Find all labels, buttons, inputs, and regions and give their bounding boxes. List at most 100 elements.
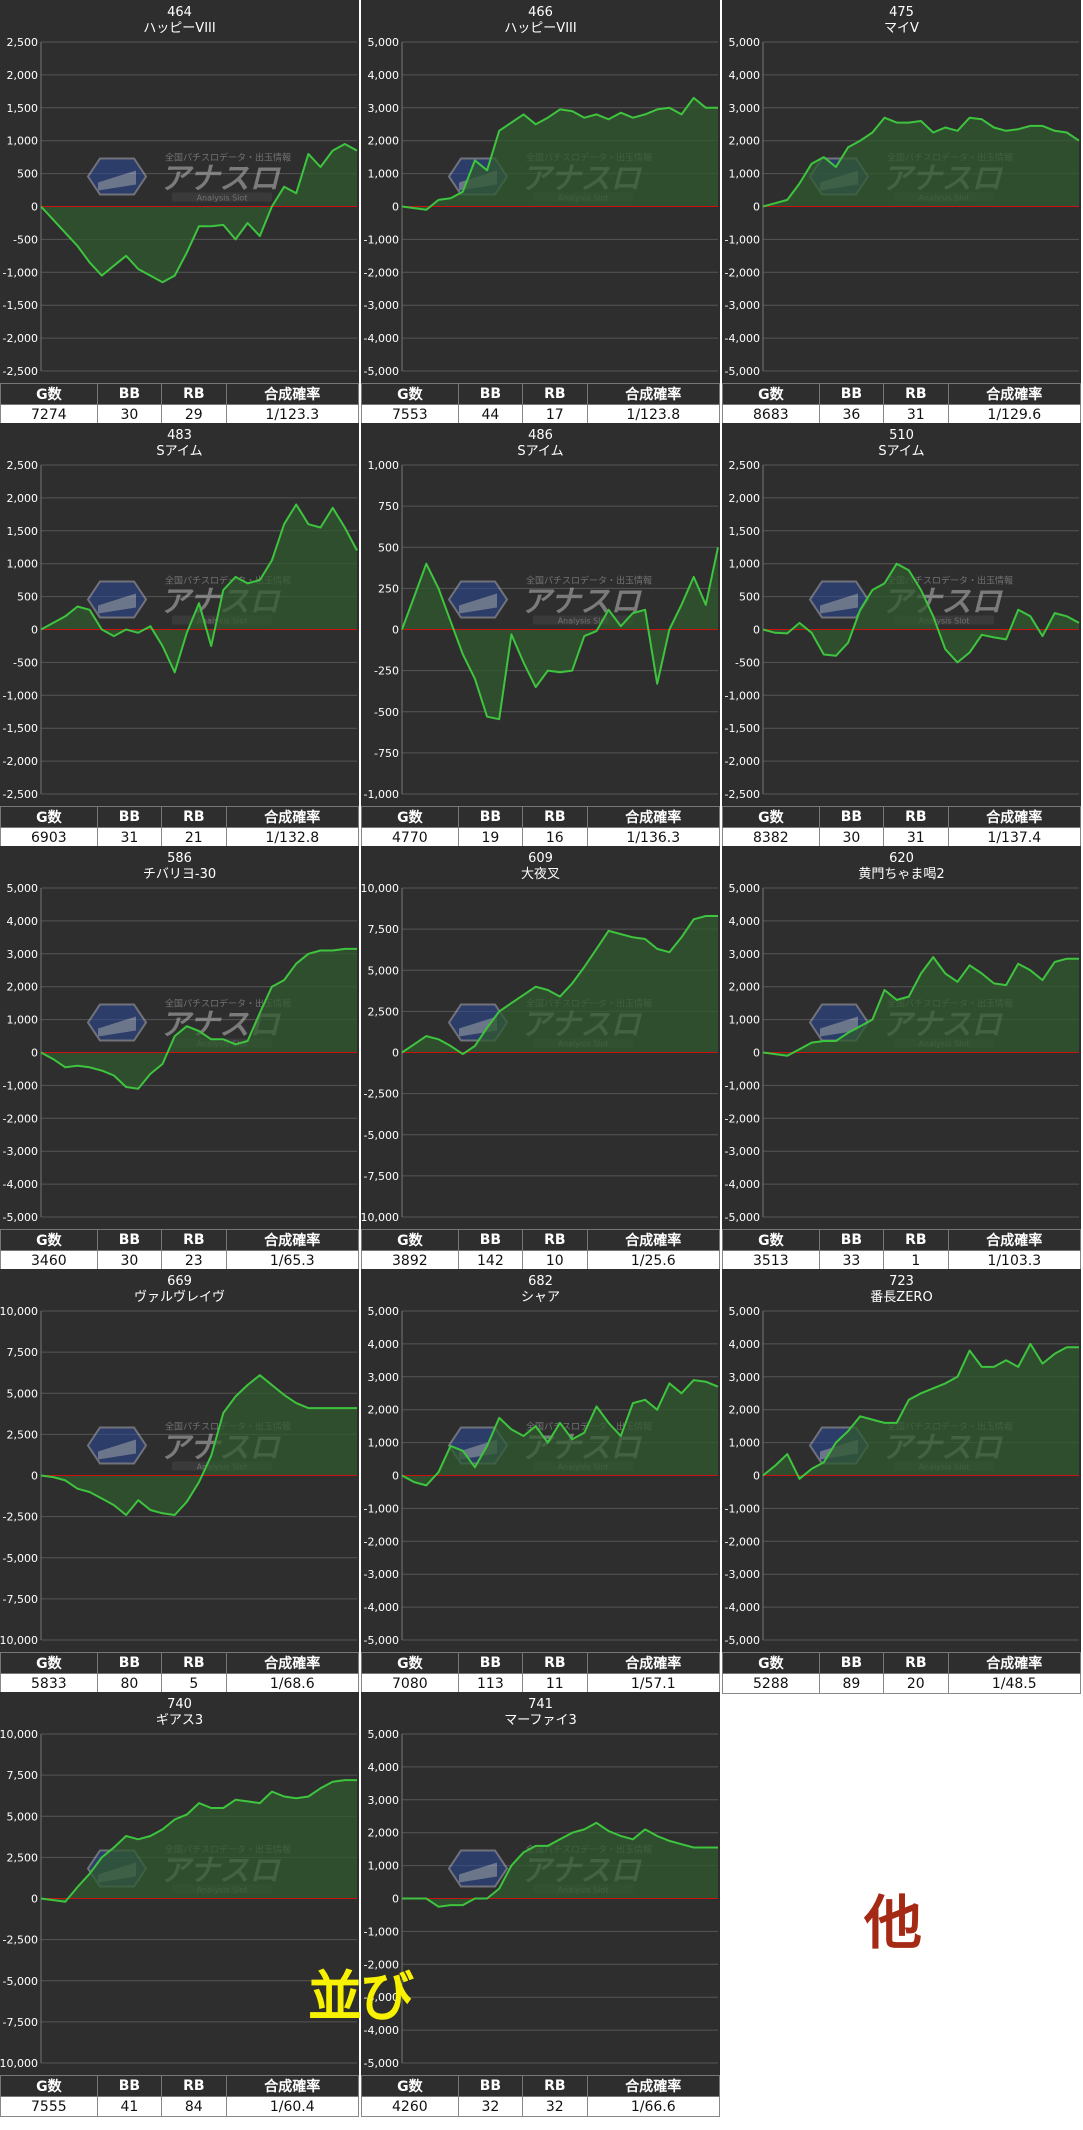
machine-number: 510 [889, 428, 914, 443]
g-count-header: G数 [0, 806, 98, 828]
y-tick-label: 1,000 [729, 558, 761, 571]
y-tick-label: 2,000 [368, 135, 400, 148]
g-count-header: G数 [361, 1229, 459, 1251]
y-tick-label: -2,000 [3, 1112, 38, 1125]
area-fill [763, 563, 1079, 663]
series-line [401, 547, 719, 721]
y-tick-label: -5,000 [364, 1129, 399, 1142]
y-tick-label: -5,000 [725, 365, 760, 378]
chart-panel-466: 466 ハッピーVIII 5,000 4,000 3,000 2,000 1,000 0 -1,… [361, 0, 721, 425]
y-tick-label: -5,000 [725, 1634, 760, 1647]
g-count-value: 4770 [361, 827, 459, 848]
combined-rate-header: 合成確率 [225, 2075, 360, 2097]
y-tick-label: 1,000 [729, 168, 761, 181]
machine-name: シャア [521, 1290, 560, 1305]
y-tick-label: 4,000 [729, 69, 761, 82]
machine-name: ヴァルヴレイヴ [134, 1289, 225, 1305]
g-count-header: G数 [0, 1652, 98, 1674]
bb-value: 36 [818, 404, 885, 425]
rb-header: RB [522, 2075, 588, 2097]
combined-rate-value: 1/25.6 [586, 1250, 721, 1271]
y-tick-label: 0 [392, 201, 399, 214]
y-tick-label: 7,500 [7, 1769, 39, 1782]
area-fill [41, 504, 357, 673]
stats-table: G数 BB RB 合成確率 3513 33 1 1/103.3 [722, 1229, 1082, 1271]
y-tick-label: -1,000 [725, 1502, 760, 1515]
y-tick-label: 250 [378, 582, 399, 595]
y-tick-label: 5,000 [368, 964, 400, 977]
g-count-header: G数 [722, 383, 820, 405]
series-line [401, 1379, 719, 1487]
bb-header: BB [96, 806, 163, 828]
y-tick-label: -4,000 [364, 2024, 399, 2037]
y-tick-label: 4,000 [729, 915, 761, 928]
y-tick-label: 500 [17, 168, 38, 181]
bb-header: BB [457, 383, 524, 405]
combined-rate-header: 合成確率 [586, 1652, 721, 1674]
y-tick-label: 1,000 [368, 1860, 400, 1873]
y-tick-label: -10,000 [0, 1634, 38, 1647]
y-tick-label: -3,000 [725, 1145, 760, 1158]
y-tick-label: 0 [31, 1893, 38, 1906]
series-line [762, 562, 1080, 664]
y-tick-label: 2,500 [7, 1851, 39, 1864]
y-tick-label: 4,000 [368, 1338, 400, 1351]
y-tick-label: -2,000 [725, 755, 760, 768]
y-tick-label: 1,000 [7, 558, 39, 571]
y-tick-label: -3,000 [364, 1991, 399, 2004]
rb-value: 17 [522, 404, 588, 425]
rb-value: 32 [522, 2096, 588, 2117]
stats-table: G数 BB RB 合成確率 7274 30 29 1/123.3 [0, 383, 360, 425]
stats-table: G数 BB RB 合成確率 7555 41 84 1/60.4 [0, 2075, 360, 2117]
y-tick-label: 5,000 [368, 1728, 400, 1741]
bb-value: 32 [457, 2096, 524, 2117]
bb-header: BB [96, 2075, 163, 2097]
y-tick-label: -3,000 [364, 1568, 399, 1581]
y-tick-label: -5,000 [364, 1634, 399, 1647]
rb-header: RB [522, 1229, 588, 1251]
machine-number: 483 [167, 428, 192, 443]
combined-rate-value: 1/136.3 [586, 827, 721, 848]
g-count-value: 5288 [722, 1673, 820, 1694]
y-tick-label: -750 [374, 747, 399, 760]
y-tick-label: -1,000 [725, 689, 760, 702]
y-tick-label: 2,500 [368, 1005, 400, 1018]
combined-rate-value: 1/137.4 [947, 827, 1082, 848]
watermark-tagline: 全国パチスロデータ・出玉情報 [165, 152, 291, 164]
y-tick-label: -500 [13, 656, 38, 669]
area-fill [402, 1822, 718, 1907]
y-tick-label: 2,000 [7, 69, 39, 82]
y-tick-label: -2,500 [725, 788, 760, 801]
chart-panel-682: 682 シャア 5,000 4,000 3,000 2,000 1,000 0 -1,000 -2… [361, 1269, 721, 1694]
y-tick-label: 2,000 [729, 135, 761, 148]
y-tick-label: -1,500 [3, 722, 38, 735]
machine-name: チバリヨ-30 [143, 867, 216, 882]
bb-value: 89 [818, 1673, 885, 1694]
g-count-value: 7274 [0, 404, 98, 425]
combined-rate-header: 合成確率 [947, 806, 1082, 828]
y-tick-label: -1,500 [725, 722, 760, 735]
y-tick-label: -1,000 [3, 1079, 38, 1092]
stats-table: G数 BB RB 合成確率 8683 36 31 1/129.6 [722, 383, 1082, 425]
series-line [401, 96, 718, 211]
y-tick-label: 4,000 [368, 1761, 400, 1774]
chart-panel-741: 741 マーファイ3 5,000 4,000 3,000 2,000 1,000 0 -1,00… [361, 1692, 721, 2117]
series-line [40, 1779, 357, 1903]
rb-header: RB [522, 1652, 588, 1674]
area-fill [41, 1780, 357, 1902]
chart-panel-483: 483 Sアイム 2,500 2,000 1,500 1,000 500 0 -500 -1,00… [0, 423, 360, 848]
g-count-value: 3460 [0, 1250, 98, 1271]
stats-table: G数 BB RB 合成確率 7553 44 17 1/123.8 [361, 383, 721, 425]
y-tick-label: 0 [753, 1470, 760, 1483]
y-tick-label: 5,000 [7, 882, 39, 895]
y-tick-label: 3,000 [368, 1794, 400, 1807]
y-tick-label: 4,000 [729, 1338, 761, 1351]
y-tick-label: -5,000 [3, 1975, 38, 1988]
watermark-text: アナスロ [160, 162, 281, 197]
y-tick-label: 3,000 [729, 1371, 761, 1384]
